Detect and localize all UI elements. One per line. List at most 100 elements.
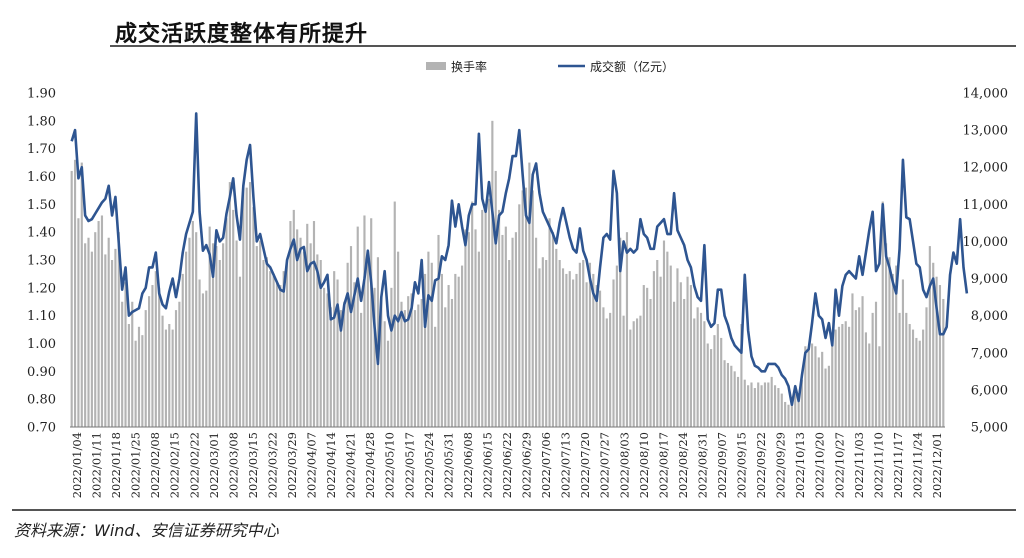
x-tick-label: 2022/11/24: [911, 432, 925, 498]
x-tick-label: 2022/06/15: [481, 432, 495, 498]
legend: 换手率 成交额（亿元）: [426, 59, 674, 74]
turnover-bar: [582, 260, 585, 427]
x-tick-label: 2022/08/24: [676, 432, 690, 498]
turnover-bar: [164, 329, 167, 427]
turnover-bar: [575, 273, 578, 427]
turnover-bars: [70, 120, 945, 428]
turnover-bar: [104, 254, 107, 427]
turnover-bar: [225, 218, 228, 427]
x-tick-label: 2022/04/28: [363, 432, 377, 498]
turnover-bar: [736, 376, 740, 427]
x-tick-label: 2022/02/15: [168, 432, 182, 498]
turnover-bar: [349, 246, 353, 427]
x-tick-label: 2022/02/22: [187, 432, 201, 498]
turnover-bar: [901, 279, 905, 427]
turnover-bar: [275, 282, 279, 427]
x-tick-label: 2022/03/15: [246, 432, 260, 498]
right-tick-label: 5,000: [971, 421, 1008, 436]
turnover-bar: [289, 221, 292, 427]
left-tick-label: 1.60: [27, 170, 56, 185]
turnover-bar: [437, 234, 440, 427]
turnover-bar: [137, 326, 141, 427]
turnover-bar: [726, 362, 730, 427]
chart: 0.70 0.80 0.90 1.00 1.10 1.20 1.30 1.40 1.50 1.60…: [27, 59, 1009, 498]
turnover-bar: [888, 257, 891, 427]
turnover-bar: [511, 237, 514, 427]
turnover-bar: [181, 273, 184, 427]
turnover-bar: [410, 293, 413, 427]
turnover-bar: [255, 246, 258, 427]
turnover-bar: [174, 310, 178, 427]
turnover-bar: [831, 335, 834, 427]
turnover-bar: [386, 340, 390, 427]
turnover-bar: [201, 293, 205, 427]
left-tick-label: 1.90: [27, 87, 56, 102]
turnover-bar: [484, 204, 487, 427]
turnover-bar: [450, 298, 454, 427]
left-tick-label: 1.20: [27, 281, 56, 296]
x-tick-label: 2022/11/03: [852, 432, 866, 498]
turnover-bar: [185, 251, 188, 427]
turnover-bar: [423, 273, 427, 427]
turnover-bar: [730, 365, 733, 427]
left-tick-label: 0.90: [27, 365, 56, 380]
turnover-bar: [494, 170, 497, 427]
turnover-bar: [134, 340, 137, 427]
turnover-bar: [73, 159, 77, 428]
turnover-bar: [205, 290, 208, 427]
turnover-bar: [686, 276, 689, 427]
x-tick-label: 2022/09/29: [774, 432, 788, 498]
x-tick-label: 2022/03/01: [207, 432, 221, 498]
left-tick-label: 1.50: [27, 198, 56, 213]
turnover-bar: [198, 279, 201, 427]
turnover-bar: [262, 260, 265, 427]
turnover-bar: [740, 324, 743, 427]
x-tick-label: 2022/07/06: [539, 432, 553, 498]
turnover-bar: [585, 282, 588, 427]
turnover-bar: [501, 234, 504, 427]
turnover-bar: [514, 232, 517, 427]
turnover-bar: [460, 265, 464, 427]
turnover-bar: [925, 307, 928, 427]
turnover-bar: [605, 318, 608, 427]
turnover-bar: [659, 276, 662, 427]
turnover-bar: [242, 187, 245, 427]
x-tick-label: 2022/05/17: [402, 432, 416, 498]
title-divider: [110, 45, 1016, 47]
x-tick-label: 2022/08/03: [617, 432, 631, 498]
turnover-bar: [763, 382, 767, 427]
turnover-bar: [578, 262, 581, 427]
turnover-bar: [871, 312, 874, 427]
turnover-bar: [144, 310, 147, 427]
turnover-bar: [487, 198, 491, 427]
turnover-bar: [908, 324, 911, 427]
turnover-bar: [848, 326, 851, 427]
turnover-bar: [70, 170, 73, 427]
turnover-bar: [100, 215, 104, 427]
turnover-bar: [723, 360, 726, 427]
turnover-bar: [750, 382, 753, 427]
turnover-bar: [699, 312, 703, 427]
turnover-bar: [440, 273, 443, 427]
right-tick-label: 10,000: [963, 235, 1009, 250]
x-tick-label: 2022/09/07: [715, 432, 729, 498]
x-tick-label: 2022/04/07: [305, 432, 319, 498]
turnover-bar: [80, 162, 83, 427]
x-tick-label: 2022/07/20: [578, 432, 592, 498]
x-tick-label: 2022/01/25: [129, 432, 143, 498]
x-tick-label: 2022/01/04: [70, 432, 84, 498]
turnover-bar: [720, 337, 723, 427]
turnover-bar: [211, 243, 215, 427]
turnover-bar: [235, 240, 238, 427]
left-tick-label: 0.70: [27, 421, 56, 436]
turnover-bar: [757, 382, 760, 427]
x-tick-label: 2022/03/29: [285, 432, 299, 498]
turnover-bar: [413, 310, 417, 427]
turnover-bar: [767, 382, 770, 427]
turnover-bar: [252, 207, 255, 427]
turnover-bar: [807, 349, 810, 427]
turnover-bar: [521, 190, 524, 427]
turnover-bar: [346, 262, 349, 427]
turnover-bar: [538, 268, 541, 427]
turnover-bar: [319, 260, 322, 427]
